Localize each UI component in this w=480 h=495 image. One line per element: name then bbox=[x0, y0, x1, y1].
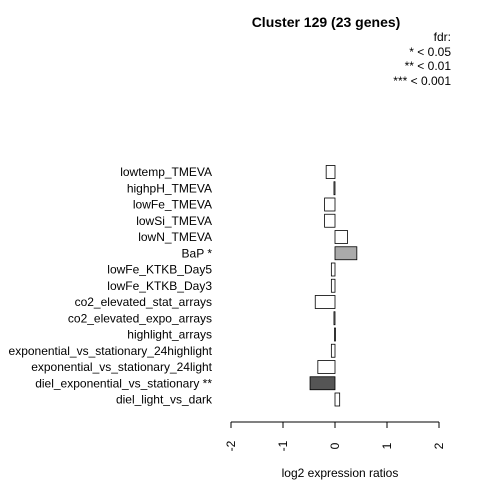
category-label: lowFe_KTKB_Day3 bbox=[107, 279, 212, 293]
category-label: exponential_vs_stationary_24light bbox=[31, 360, 212, 374]
category-label: lowFe_TMEVA bbox=[133, 198, 212, 212]
bar bbox=[334, 230, 348, 244]
x-axis-label: log2 expression ratios bbox=[281, 466, 399, 480]
category-label: BaP * bbox=[182, 246, 213, 260]
bar bbox=[334, 246, 358, 261]
category-label: lowSi_TMEVA bbox=[136, 214, 212, 228]
x-tick-label: 0 bbox=[328, 442, 342, 449]
bar bbox=[309, 376, 336, 391]
legend-title: fdr: bbox=[433, 30, 451, 44]
bar bbox=[334, 392, 341, 407]
x-tick-label: -1 bbox=[276, 440, 290, 451]
bar bbox=[330, 278, 336, 293]
category-label: diel_light_vs_dark bbox=[116, 393, 213, 407]
category-label: co2_elevated_stat_arrays bbox=[75, 295, 212, 309]
bar bbox=[314, 295, 336, 309]
x-tick-label: -2 bbox=[224, 440, 238, 451]
legend-entry: ** < 0.01 bbox=[404, 59, 451, 73]
legend-entry: * < 0.05 bbox=[409, 44, 451, 59]
x-tick-label: 1 bbox=[380, 442, 394, 449]
bar bbox=[330, 343, 336, 358]
category-label: exponential_vs_stationary_24highlight bbox=[9, 344, 213, 358]
category-label: highpH_TMEVA bbox=[127, 181, 212, 195]
chart-title: Cluster 129 (23 genes) bbox=[251, 14, 401, 30]
category-label: diel_exponential_vs_stationary ** bbox=[35, 376, 212, 390]
bar bbox=[317, 360, 336, 374]
bar bbox=[330, 262, 336, 277]
bar bbox=[325, 165, 336, 179]
legend-entry: *** < 0.001 bbox=[393, 73, 451, 88]
bar bbox=[333, 311, 336, 326]
category-label: lowN_TMEVA bbox=[138, 230, 212, 244]
bar bbox=[324, 213, 336, 228]
category-label: co2_elevated_expo_arrays bbox=[68, 311, 212, 325]
x-tick-label: 2 bbox=[432, 442, 446, 449]
category-label: lowtemp_TMEVA bbox=[120, 165, 212, 179]
bar bbox=[324, 197, 336, 212]
bar bbox=[334, 327, 336, 342]
category-label: highlight_arrays bbox=[127, 328, 212, 342]
category-label: lowFe_KTKB_Day5 bbox=[107, 263, 212, 277]
legend: fdr: * < 0.05 ** < 0.01 *** < 0.001 bbox=[393, 30, 451, 88]
bar bbox=[333, 181, 336, 196]
